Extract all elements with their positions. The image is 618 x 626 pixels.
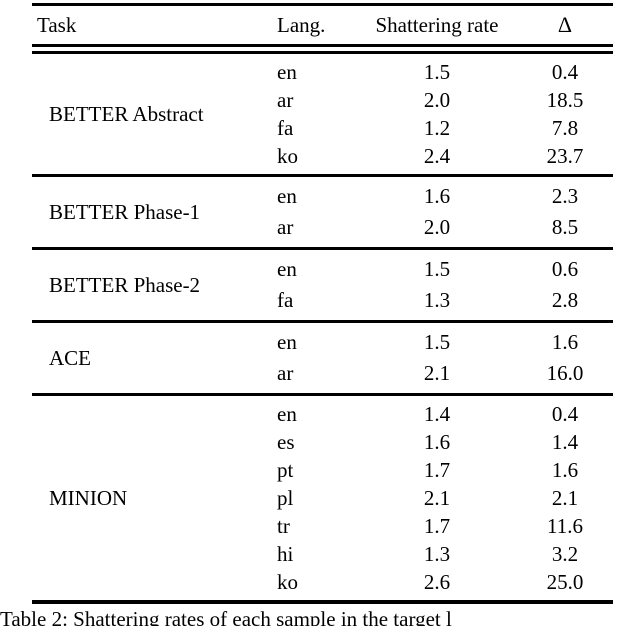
- column-header-shattering-rate: Shattering rate: [375, 12, 499, 37]
- lang-code: en: [277, 184, 297, 208]
- task-name: MINION: [49, 485, 128, 510]
- delta-value: 2.8: [551, 288, 579, 312]
- delta-value: 25.0: [546, 569, 584, 594]
- lang-code: pt: [277, 457, 294, 482]
- delta-value: 1.6: [551, 457, 579, 482]
- task-name: ACE: [49, 345, 91, 370]
- delta-value: 16.0: [546, 361, 584, 385]
- shattering-rate-value: 1.2: [423, 115, 451, 140]
- delta-value: 8.5: [551, 215, 579, 239]
- table-header-row: Task Lang. Shattering rate Δ: [32, 6, 613, 44]
- task-name: BETTER Phase-1: [49, 199, 201, 224]
- shattering-rate-value: 2.1: [423, 485, 451, 510]
- shattering-rate-table: Task Lang. Shattering rate Δ BETTER Abst…: [32, 3, 613, 604]
- shattering-rate-value: 1.6: [423, 429, 451, 454]
- delta-value: 1.6: [551, 330, 579, 354]
- shattering-rate-value: 1.7: [423, 513, 451, 538]
- lang-code: es: [277, 429, 295, 454]
- column-header-lang: Lang.: [277, 12, 326, 37]
- column-header-delta: Δ: [557, 12, 573, 37]
- lang-code: en: [277, 401, 297, 426]
- delta-value: 2.3: [551, 184, 579, 208]
- task-section: BETTER Phase-1 en 1.6 2.3 ar 2.0 8.5: [32, 177, 613, 250]
- delta-value: 0.6: [551, 257, 579, 281]
- task-name: BETTER Phase-2: [49, 272, 201, 297]
- shattering-rate-value: 1.6: [423, 184, 451, 208]
- shattering-rate-value: 1.7: [423, 457, 451, 482]
- lang-code: pl: [277, 485, 294, 510]
- shattering-rate-value: 1.3: [423, 288, 451, 312]
- column-header-task: Task: [37, 12, 77, 37]
- shattering-rate-value: 2.1: [423, 361, 451, 385]
- table-caption: Table 2: Shattering rates of each sample…: [0, 607, 452, 626]
- lang-code: tr: [277, 513, 290, 538]
- shattering-rate-value: 2.4: [423, 143, 451, 168]
- lang-code: hi: [277, 541, 294, 566]
- delta-value: 0.4: [551, 59, 579, 84]
- header-double-rule: [32, 44, 613, 54]
- delta-value: 18.5: [546, 87, 584, 112]
- lang-code: ar: [277, 215, 294, 239]
- task-name: BETTER Abstract: [49, 101, 204, 126]
- lang-code: ko: [277, 569, 298, 594]
- delta-value: 23.7: [546, 143, 584, 168]
- task-section: BETTER Abstract en 1.5 0.4 ar 2.0 18.5 fa 1.2 7.8…: [32, 54, 613, 177]
- delta-value: 11.6: [547, 513, 583, 538]
- lang-code: fa: [277, 115, 294, 140]
- delta-value: 1.4: [551, 429, 579, 454]
- shattering-rate-value: 1.5: [423, 330, 451, 354]
- shattering-rate-value: 2.0: [423, 87, 451, 112]
- lang-code: en: [277, 257, 297, 281]
- lang-code: en: [277, 330, 297, 354]
- task-section: ACE en 1.5 1.6 ar 2.1 16.0: [32, 323, 613, 396]
- shattering-rate-value: 2.0: [423, 215, 451, 239]
- shattering-rate-value: 1.3: [423, 541, 451, 566]
- task-section: BETTER Phase-2 en 1.5 0.6 fa 1.3 2.8: [32, 250, 613, 323]
- shattering-rate-value: 1.5: [423, 59, 451, 84]
- delta-value: 2.1: [551, 485, 579, 510]
- shattering-rate-value: 1.4: [423, 401, 451, 426]
- delta-value: 3.2: [551, 541, 579, 566]
- lang-code: en: [277, 59, 297, 84]
- shattering-rate-value: 2.6: [423, 569, 451, 594]
- shattering-rate-value: 1.5: [423, 257, 451, 281]
- lang-code: ko: [277, 143, 298, 168]
- delta-value: 7.8: [551, 115, 579, 140]
- lang-code: ar: [277, 361, 294, 385]
- delta-value: 0.4: [551, 401, 579, 426]
- lang-code: fa: [277, 288, 294, 312]
- task-section: MINION en 1.4 0.4 es 1.6 1.4 pt 1.7 1.6 pl 2.1 2.1 tr…: [32, 396, 613, 604]
- lang-code: ar: [277, 87, 294, 112]
- table-body: BETTER Abstract en 1.5 0.4 ar 2.0 18.5 fa 1.2 7.8…: [32, 54, 613, 604]
